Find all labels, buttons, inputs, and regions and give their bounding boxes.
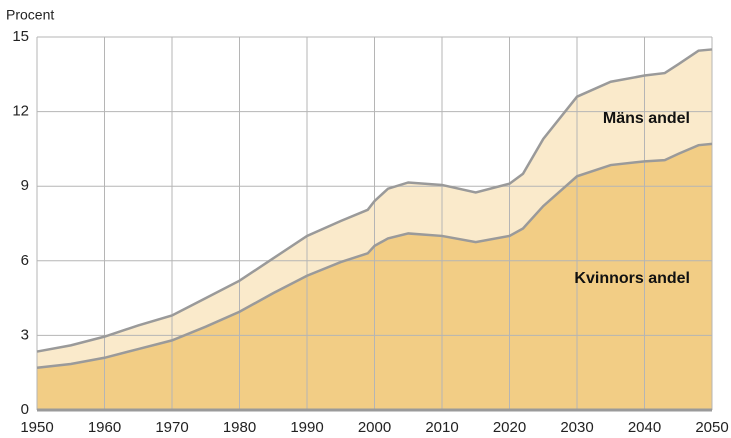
x-tick-label: 2040 xyxy=(628,419,661,436)
x-tick-label: 2010 xyxy=(425,419,458,436)
x-tick-label: 2000 xyxy=(358,419,391,436)
series-label: Kvinnors andel xyxy=(574,270,690,287)
x-tick-label: 1950 xyxy=(20,419,53,436)
x-tick-label: 1970 xyxy=(155,419,188,436)
y-tick-label: 12 xyxy=(12,103,29,120)
y-tick-label: 3 xyxy=(21,326,29,343)
y-axis-label: Procent xyxy=(6,7,54,23)
x-tick-label: 1980 xyxy=(223,419,256,436)
y-tick-label: 9 xyxy=(21,177,29,194)
x-tick-label: 1960 xyxy=(88,419,121,436)
series-line xyxy=(36,142,713,369)
x-tick-label: 2030 xyxy=(560,419,593,436)
y-tick-label: 15 xyxy=(12,28,29,45)
y-tick-label: 6 xyxy=(21,252,29,269)
series-label: Mäns andel xyxy=(603,110,690,127)
x-tick-label: 2020 xyxy=(493,419,526,436)
x-tick-label: 1990 xyxy=(290,419,323,436)
y-tick-label: 0 xyxy=(21,401,29,418)
x-tick-label: 2050 xyxy=(695,419,728,436)
series-line xyxy=(36,48,713,353)
